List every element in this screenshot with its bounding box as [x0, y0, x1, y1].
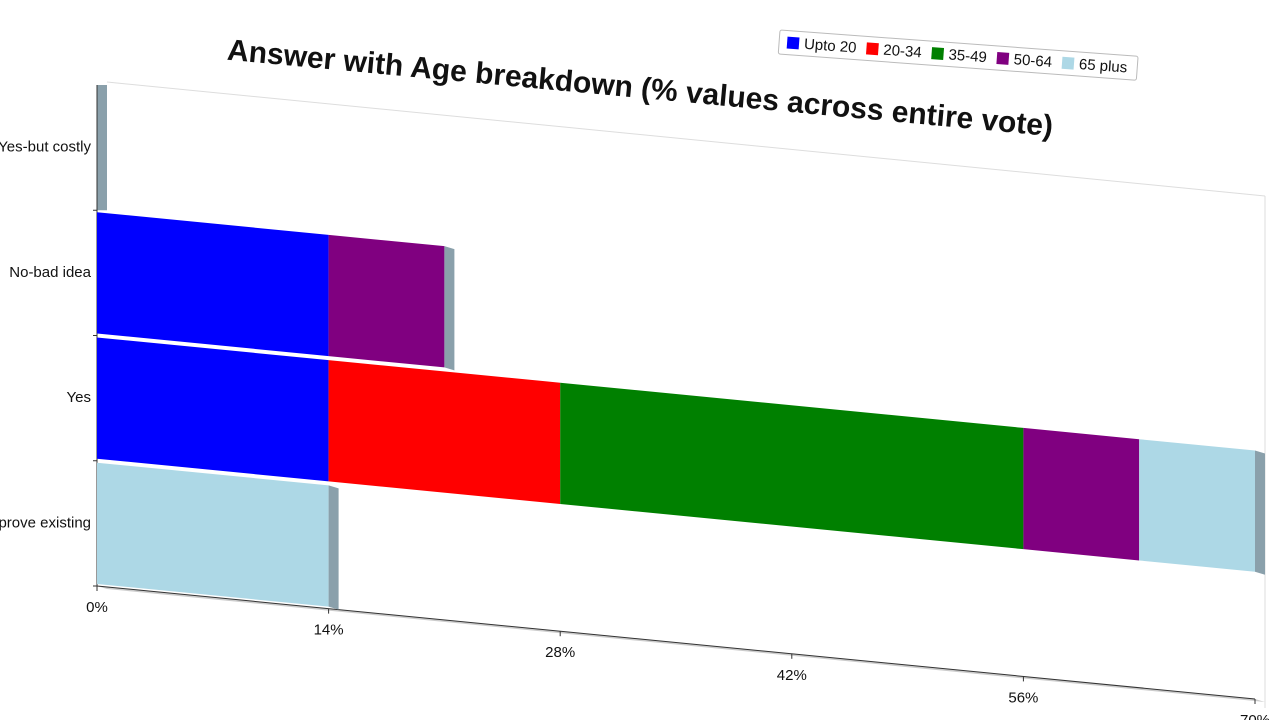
legend-swatch — [931, 47, 945, 61]
bar-segment — [1023, 427, 1140, 561]
x-axis — [96, 585, 1256, 700]
legend-label: 50-64 — [1013, 51, 1053, 71]
bar-segment — [97, 212, 329, 357]
x-tick-label: 14% — [314, 622, 344, 639]
bar-side — [328, 485, 339, 610]
legend-swatch — [865, 42, 879, 56]
legend-label: 35-49 — [948, 46, 988, 66]
y-tick-label: Yes — [67, 389, 91, 406]
legend-swatch — [996, 51, 1010, 65]
x-tick-label: 56% — [1008, 689, 1038, 706]
plot-area: Yes-but costly No-bad idea Yes No-improve e… — [0, 81, 1270, 720]
y-tick-label: No-improve existing — [0, 514, 91, 531]
plot-top-edge — [106, 81, 1266, 197]
x-tick-label: 28% — [545, 644, 575, 661]
y-tick-label: Yes-but costly — [0, 139, 91, 156]
y-axis-wall — [97, 85, 107, 211]
bar-side — [1255, 450, 1265, 575]
legend-label: 20-34 — [883, 42, 923, 62]
bar-segment — [560, 382, 1024, 550]
legend-swatch — [786, 36, 800, 50]
bar-segment — [1139, 439, 1255, 572]
legend-label: 65 plus — [1078, 56, 1127, 76]
bar-segment — [328, 360, 561, 504]
x-tick-label: 42% — [777, 667, 807, 684]
floor — [97, 586, 1265, 703]
x-tick-label: 0% — [86, 599, 108, 616]
y-tick-label: No-bad idea — [9, 264, 91, 281]
x-tick-label: 70% — [1240, 712, 1270, 720]
bar-segment — [97, 462, 329, 607]
legend: Upto 20 20-34 35-49 50-64 65 plus — [777, 29, 1139, 81]
bar-segment — [328, 234, 445, 368]
bar-segment — [97, 337, 329, 482]
legend-swatch — [1061, 56, 1075, 70]
bar-side — [444, 246, 455, 371]
legend-label: Upto 20 — [803, 36, 857, 57]
